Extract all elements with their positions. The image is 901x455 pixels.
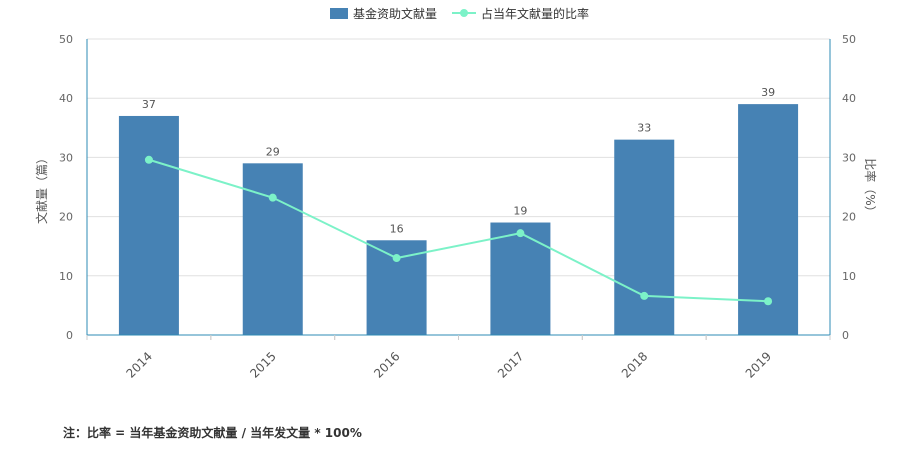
legend: 基金资助文献量 占当年文献量的比率 [330, 6, 589, 21]
y-tick-label: 0 [66, 329, 73, 342]
line-series [144, 155, 773, 306]
bar-data-label: 16 [390, 222, 404, 235]
line-point [516, 229, 525, 238]
y2-tick-label: 30 [842, 151, 856, 164]
legend-label-bar: 基金资助文献量 [353, 6, 437, 21]
line-point [764, 297, 773, 306]
x-tick-label: 2019 [743, 349, 774, 380]
x-tick-label: 2016 [371, 349, 402, 380]
y-axis-title: 文献量（篇） [34, 152, 49, 224]
bar [738, 104, 799, 336]
y2-tick-label: 20 [842, 211, 856, 224]
legend-label-line: 占当年文献量的比率 [481, 6, 589, 21]
gridlines [87, 38, 830, 277]
bar [490, 222, 551, 335]
bar [242, 163, 303, 335]
axes [86, 39, 831, 340]
y-tick-label: 50 [59, 33, 73, 46]
legend-swatch-bar [330, 8, 348, 19]
y-tick-label: 10 [59, 270, 73, 283]
y-tick-label: 20 [59, 211, 73, 224]
bar [614, 139, 675, 335]
bar-data-label: 37 [142, 98, 156, 111]
x-tick-label: 2014 [124, 349, 155, 380]
y2-tick-label: 40 [842, 92, 856, 105]
bar-data-label: 39 [761, 86, 775, 99]
legend-swatch-line-marker [460, 9, 468, 17]
x-tick-label: 2018 [619, 349, 650, 380]
y2-tick-label: 10 [842, 270, 856, 283]
y-tick-label: 40 [59, 92, 73, 105]
bar-data-label: 33 [637, 122, 651, 135]
line-point [268, 193, 277, 202]
x-tick-label: 2017 [495, 349, 526, 380]
line-path [148, 158, 769, 303]
bar [118, 115, 179, 336]
y2-tick-label: 0 [842, 329, 849, 342]
line-point [144, 155, 153, 164]
bar-series [118, 104, 799, 336]
y2-tick-label: 50 [842, 33, 856, 46]
line-point [392, 254, 401, 263]
bar-data-label: 29 [266, 145, 280, 158]
y-tick-label: 30 [59, 151, 73, 164]
y2-axis-title: 比率（%） [863, 158, 878, 217]
x-tick-label: 2015 [247, 349, 278, 380]
footnote: 注：比率 = 当年基金资助文献量 / 当年发文量 * 100% [63, 426, 362, 440]
bar-data-label: 19 [513, 205, 527, 218]
line-point [640, 291, 649, 300]
